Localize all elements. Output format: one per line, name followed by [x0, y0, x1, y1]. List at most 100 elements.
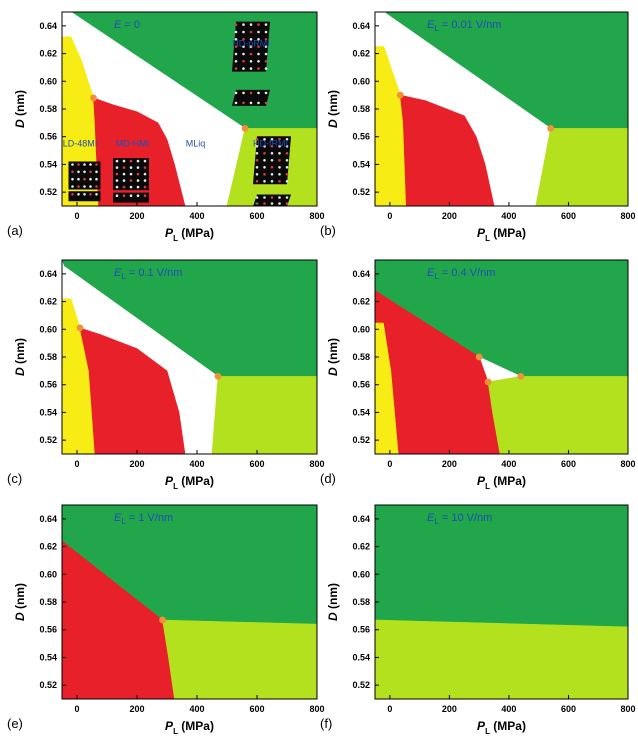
phase-label: LD-48MI: [63, 138, 98, 148]
x-tick-label: 800: [309, 459, 324, 469]
panel-title: EL = 1 V/nm: [114, 512, 173, 526]
panel-c: EL = 0.1 V/nm 0 200 400 600 800 0.52 0.54 0.56 0.…: [7, 259, 325, 491]
panel-f: EL = 10 V/nm 0 200 400 600 800 0.52 0.54 0.56 0.5…: [320, 504, 636, 736]
y-axis-label: D (nm): [13, 583, 27, 621]
phase-label: HD-fRMI: [253, 138, 288, 148]
panel-letter: (c): [7, 471, 22, 486]
x-tick-label: 800: [309, 211, 324, 221]
panel-letter: (b): [320, 223, 336, 238]
x-tick-label: 600: [249, 704, 264, 714]
y-axis-label: D (nm): [326, 90, 340, 128]
triple-point: [159, 616, 166, 624]
region-red: [79, 327, 186, 454]
region-lime: [535, 128, 628, 206]
structure-inset: [253, 136, 291, 185]
y-tick-label: 0.58: [352, 597, 370, 607]
y-tick-label: 0.56: [352, 132, 370, 142]
triple-point: [76, 324, 84, 332]
y-axis-label: D (nm): [13, 90, 27, 128]
x-axis-label: PL (MPa): [477, 226, 526, 243]
x-tick-label: 600: [561, 459, 576, 469]
y-tick-label: 0.62: [352, 542, 370, 552]
panel-d: EL = 0.4 V/nm 0 200 400 600 800 0.52 0.54 0.56 0.…: [320, 259, 636, 491]
x-tick-label: 400: [501, 704, 516, 714]
x-tick-label: 800: [620, 211, 635, 221]
triple-point: [517, 373, 525, 380]
y-tick-label: 0.62: [39, 542, 57, 552]
region-lime: [375, 619, 628, 699]
y-tick-label: 0.60: [352, 324, 370, 334]
y-tick-label: 0.62: [39, 297, 57, 307]
y-tick-label: 0.56: [39, 625, 57, 635]
x-axis-label: PL (MPa): [165, 226, 214, 243]
y-tick-label: 0.54: [352, 407, 370, 417]
y-axis-label: D (nm): [326, 338, 340, 376]
panel-letter: (f): [320, 716, 332, 731]
x-tick-label: 200: [129, 459, 144, 469]
x-axis-label: PL (MPa): [165, 474, 214, 491]
region-lime: [487, 376, 628, 454]
panel-e: EL = 1 V/nm 0 200 400 600 800 0.52 0.54 0.56 0.58…: [7, 504, 325, 736]
x-tick-label: 400: [501, 459, 516, 469]
panel-letter: (a): [7, 223, 23, 238]
y-tick-label: 0.54: [352, 652, 370, 662]
x-tick-label: 400: [189, 704, 204, 714]
structure-inset: [113, 158, 149, 191]
region-lime: [211, 376, 317, 454]
phase-label: HD-pRMI: [232, 39, 270, 49]
x-tick-label: 0: [387, 459, 392, 469]
panel-title: EL = 10 V/nm: [427, 512, 492, 526]
x-tick-label: 200: [442, 704, 457, 714]
structure-inset: [68, 191, 101, 202]
x-tick-label: 0: [74, 704, 79, 714]
y-tick-label: 0.64: [352, 21, 370, 31]
x-axis-label: PL (MPa): [477, 474, 526, 491]
y-tick-label: 0.52: [352, 187, 370, 197]
y-tick-label: 0.58: [352, 352, 370, 362]
y-tick-label: 0.64: [39, 21, 57, 31]
y-tick-label: 0.60: [39, 76, 57, 86]
x-tick-label: 600: [561, 211, 576, 221]
y-tick-label: 0.64: [39, 269, 57, 279]
y-axis-label: D (nm): [326, 583, 340, 621]
x-tick-label: 0: [387, 704, 392, 714]
y-tick-label: 0.52: [39, 680, 57, 690]
x-tick-label: 200: [129, 211, 144, 221]
y-tick-label: 0.58: [39, 104, 57, 114]
y-tick-label: 0.62: [39, 49, 57, 59]
x-tick-label: 400: [189, 459, 204, 469]
y-tick-label: 0.60: [39, 324, 57, 334]
panel-letter: (e): [7, 716, 23, 731]
region-green: [375, 505, 628, 628]
x-tick-label: 200: [442, 459, 457, 469]
region-lime: [162, 619, 317, 699]
triple-point: [547, 124, 555, 132]
x-tick-label: 400: [501, 211, 516, 221]
panel-title: EL = 0.01 V/nm: [427, 19, 501, 33]
y-tick-label: 0.52: [39, 187, 57, 197]
x-tick-label: 800: [309, 704, 324, 714]
y-tick-label: 0.58: [39, 352, 57, 362]
y-tick-label: 0.54: [39, 159, 57, 169]
plot-area: EL = 0.1 V/nm: [62, 260, 317, 454]
triple-point: [241, 124, 249, 132]
plot-area: HD-pRMI LD-48MI MD-HMI MLiq HD-fRMI E = 0: [62, 12, 317, 206]
y-tick-label: 0.54: [39, 652, 57, 662]
x-tick-label: 0: [387, 211, 392, 221]
panel-title: EL = 0.1 V/nm: [114, 267, 182, 281]
panel-title: E = 0: [114, 19, 140, 31]
x-tick-label: 600: [249, 459, 264, 469]
x-tick-label: 200: [129, 704, 144, 714]
x-tick-label: 600: [249, 211, 264, 221]
y-tick-label: 0.52: [352, 435, 370, 445]
y-tick-label: 0.62: [352, 49, 370, 59]
plot-area: EL = 1 V/nm: [62, 505, 317, 699]
plot-area: EL = 10 V/nm: [375, 505, 628, 699]
phase-label: MLiq: [186, 138, 206, 148]
x-tick-label: 400: [189, 211, 204, 221]
x-axis-label: PL (MPa): [477, 719, 526, 736]
panel-b: EL = 0.01 V/nm 0 200 400 600 800 0.52 0.54 0.56 0…: [320, 11, 636, 243]
y-tick-label: 0.60: [352, 76, 370, 86]
panel-letter: (d): [320, 471, 336, 486]
